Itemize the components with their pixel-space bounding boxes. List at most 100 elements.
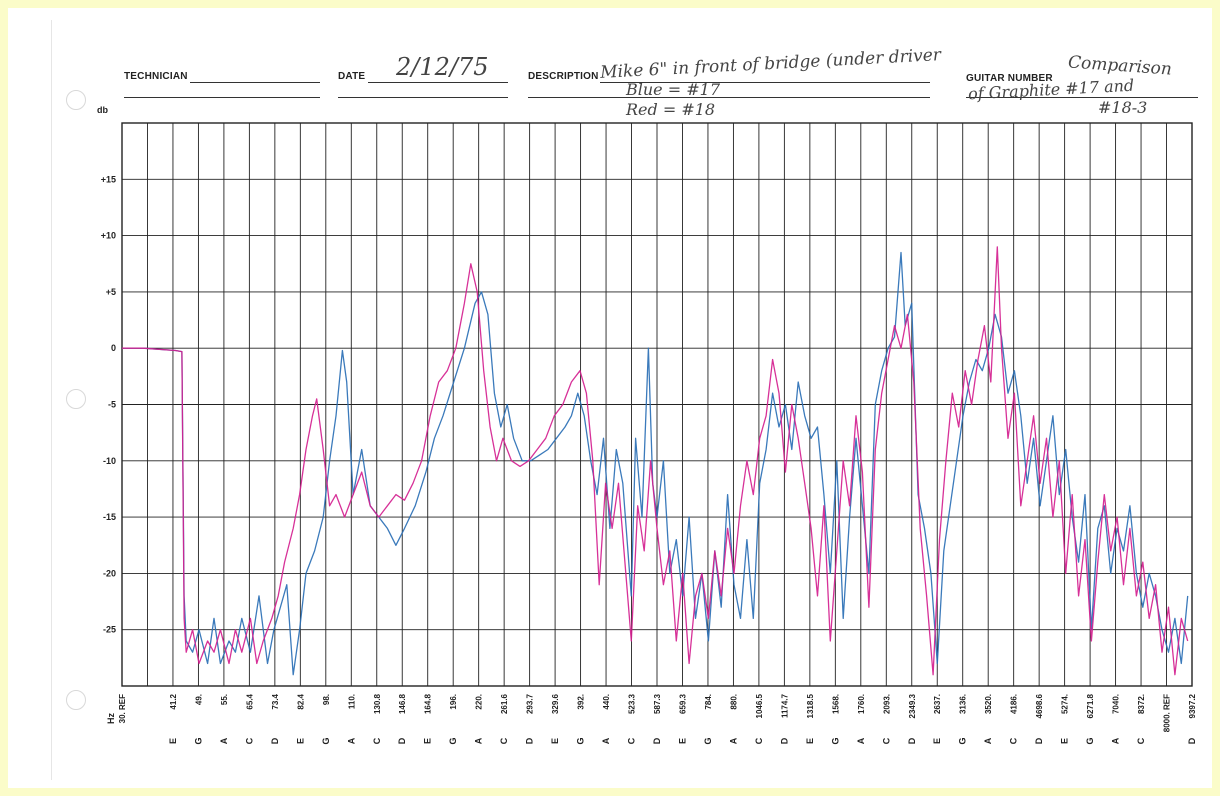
note-label: E xyxy=(550,738,560,744)
note-label: G xyxy=(576,737,586,744)
x-tick-label: 82.4 xyxy=(296,693,305,709)
description-line-3: Red = #18 xyxy=(626,100,716,119)
note-label: E xyxy=(805,738,815,744)
note-label: E xyxy=(168,738,178,744)
x-tick-label: 2637. xyxy=(933,694,942,714)
x-tick-label: 880. xyxy=(729,694,738,710)
note-label: D xyxy=(397,737,407,744)
x-tick-label: 8000. REF xyxy=(1163,694,1172,732)
date-underline-2 xyxy=(338,97,508,98)
y-tick-label: 0 xyxy=(111,343,116,353)
note-label: D xyxy=(1187,737,1197,744)
note-label: G xyxy=(1085,737,1095,744)
note-label: A xyxy=(219,737,229,744)
series-line-blue xyxy=(122,251,1189,676)
y-tick-label: -25 xyxy=(103,625,116,635)
x-tick-label: 6271.8 xyxy=(1086,693,1095,718)
x-tick-label: 164.8 xyxy=(424,693,433,714)
description-underline-2 xyxy=(528,97,930,98)
x-tick-label: 73.4 xyxy=(271,693,280,709)
series-line-red xyxy=(122,246,1189,676)
x-tick-label: 110. xyxy=(347,694,356,709)
y-tick-label: +10 xyxy=(101,231,116,241)
punch-hole xyxy=(66,690,86,710)
x-tick-label: 49. xyxy=(194,694,203,705)
note-label: D xyxy=(1034,737,1044,744)
x-tick-label: 2349.3 xyxy=(908,693,917,718)
note-label: G xyxy=(703,737,713,744)
punch-hole xyxy=(66,90,86,110)
x-tick-label: 587.3 xyxy=(653,693,662,714)
note-label: D xyxy=(525,737,535,744)
x-tick-label: 1174.7 xyxy=(780,693,789,718)
x-tick-label: 440. xyxy=(602,694,611,710)
y-tick-label: +15 xyxy=(101,174,116,184)
note-label: D xyxy=(907,737,917,744)
guitar-number-line-3: #18-3 xyxy=(1098,98,1148,117)
x-tick-label: 130.8 xyxy=(373,693,382,714)
note-label: A xyxy=(728,737,738,744)
x-tick-label: 7040. xyxy=(1112,694,1121,714)
x-tick-label: 55. xyxy=(220,694,229,705)
x-tick-label: 4698.6 xyxy=(1035,693,1044,718)
note-label: C xyxy=(1136,737,1146,744)
x-tick-label: 146.8 xyxy=(398,693,407,714)
note-label: G xyxy=(830,737,840,744)
note-label: G xyxy=(958,737,968,744)
x-tick-label: 220. xyxy=(475,694,484,710)
binder-margin-line xyxy=(51,20,52,780)
x-tick-label: 3136. xyxy=(959,694,968,714)
note-label: A xyxy=(474,737,484,744)
x-tick-label: 1318.5 xyxy=(806,693,815,718)
x-tick-label: 784. xyxy=(704,694,713,710)
punch-hole xyxy=(66,389,86,409)
technician-label: TECHNICIAN xyxy=(124,71,188,82)
note-label: E xyxy=(295,738,305,744)
note-label: C xyxy=(1009,737,1019,744)
date-label: DATE xyxy=(338,71,366,82)
note-label: E xyxy=(1060,738,1070,744)
note-label: E xyxy=(423,738,433,744)
x-tick-label: 2093. xyxy=(882,694,891,714)
x-tick-label: 5274. xyxy=(1061,694,1070,714)
note-label: C xyxy=(881,737,891,744)
note-label: C xyxy=(627,737,637,744)
note-label: D xyxy=(652,737,662,744)
x-tick-label: 9397.2 xyxy=(1188,693,1197,718)
x-tick-label: 98. xyxy=(322,694,331,705)
note-label: A xyxy=(346,737,356,744)
guitar-number-underline xyxy=(966,97,1198,98)
y-tick-label: -10 xyxy=(103,456,116,466)
x-tick-label: 65.4 xyxy=(245,693,254,709)
y-tick-label: -5 xyxy=(108,400,116,410)
note-label: A xyxy=(601,737,611,744)
y-tick-label: -20 xyxy=(103,568,116,578)
technician-underline-2 xyxy=(124,97,320,98)
note-label: D xyxy=(779,737,789,744)
date-value: 2/12/75 xyxy=(396,53,489,81)
x-tick-label: 4186. xyxy=(1010,694,1019,714)
note-label: C xyxy=(499,737,509,744)
technician-underline xyxy=(190,82,320,83)
x-tick-label: 1046.5 xyxy=(755,693,764,718)
note-label: D xyxy=(270,737,280,744)
x-tick-label: 261.6 xyxy=(500,693,509,714)
y-tick-label: +5 xyxy=(106,287,116,297)
note-label: G xyxy=(321,737,331,744)
note-label: E xyxy=(677,738,687,744)
x-tick-label: 41.2 xyxy=(169,693,178,709)
note-label: C xyxy=(244,737,254,744)
x-tick-label: 293.7 xyxy=(526,693,535,714)
guitar-number-label: GUITAR NUMBER xyxy=(966,73,1053,84)
note-label: A xyxy=(983,737,993,744)
note-label: E xyxy=(932,738,942,744)
x-tick-label: 3520. xyxy=(984,694,993,714)
x-tick-label: 392. xyxy=(577,694,586,710)
y-tick-label: -15 xyxy=(103,512,116,522)
y-axis-label: db xyxy=(97,105,108,115)
x-tick-label: 659.3 xyxy=(678,693,687,714)
x-tick-label: 30. REF xyxy=(118,694,127,723)
x-tick-label: 1760. xyxy=(857,694,866,714)
x-tick-label: 1568. xyxy=(831,694,840,714)
